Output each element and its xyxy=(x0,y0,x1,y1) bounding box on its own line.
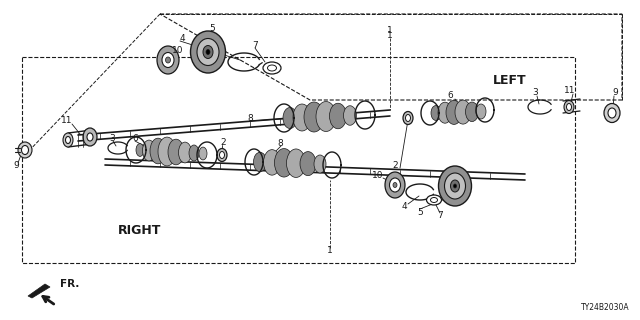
Ellipse shape xyxy=(300,152,316,176)
Ellipse shape xyxy=(263,62,281,74)
Ellipse shape xyxy=(166,57,170,63)
Ellipse shape xyxy=(220,151,225,158)
Ellipse shape xyxy=(189,145,199,161)
Text: 5: 5 xyxy=(209,23,215,33)
Polygon shape xyxy=(28,284,50,298)
Ellipse shape xyxy=(564,100,574,114)
Ellipse shape xyxy=(330,103,346,129)
Text: 6: 6 xyxy=(447,91,453,100)
Ellipse shape xyxy=(465,102,479,122)
Ellipse shape xyxy=(476,104,486,119)
Ellipse shape xyxy=(438,102,452,123)
Text: 8: 8 xyxy=(247,114,253,123)
Ellipse shape xyxy=(446,100,462,124)
Ellipse shape xyxy=(206,50,210,54)
Text: 7: 7 xyxy=(252,41,258,50)
Text: 4: 4 xyxy=(401,202,407,211)
Text: 4: 4 xyxy=(179,34,185,43)
Ellipse shape xyxy=(168,139,184,165)
Ellipse shape xyxy=(136,144,144,156)
Text: 1: 1 xyxy=(327,245,333,254)
Ellipse shape xyxy=(63,133,73,147)
Ellipse shape xyxy=(83,128,97,146)
Text: 2: 2 xyxy=(220,138,226,147)
Ellipse shape xyxy=(406,115,410,122)
Text: TY24B2030A: TY24B2030A xyxy=(581,303,630,312)
Text: 10: 10 xyxy=(372,171,384,180)
Ellipse shape xyxy=(87,133,93,141)
Text: 7: 7 xyxy=(437,211,443,220)
Ellipse shape xyxy=(150,138,166,164)
Ellipse shape xyxy=(264,150,280,175)
Ellipse shape xyxy=(390,178,401,192)
Ellipse shape xyxy=(275,148,294,177)
Text: 1: 1 xyxy=(387,26,393,35)
Text: LEFT: LEFT xyxy=(493,74,527,86)
Ellipse shape xyxy=(179,142,191,163)
Text: 1: 1 xyxy=(387,30,393,39)
Ellipse shape xyxy=(203,45,213,59)
Text: 9: 9 xyxy=(612,87,618,97)
Ellipse shape xyxy=(22,146,29,155)
Ellipse shape xyxy=(304,102,324,132)
Text: 3: 3 xyxy=(532,87,538,97)
Ellipse shape xyxy=(314,155,326,173)
Ellipse shape xyxy=(403,111,413,124)
Ellipse shape xyxy=(143,140,156,161)
Text: 2: 2 xyxy=(392,161,398,170)
Text: 5: 5 xyxy=(417,207,423,217)
Ellipse shape xyxy=(162,52,174,68)
Ellipse shape xyxy=(451,180,460,192)
Ellipse shape xyxy=(393,182,397,188)
Text: FR.: FR. xyxy=(60,279,79,289)
Ellipse shape xyxy=(268,65,276,71)
Ellipse shape xyxy=(566,103,572,110)
Ellipse shape xyxy=(217,148,227,162)
Text: RIGHT: RIGHT xyxy=(118,223,162,236)
Text: 10: 10 xyxy=(172,45,184,54)
Ellipse shape xyxy=(65,137,70,143)
Text: 11: 11 xyxy=(61,116,73,124)
Ellipse shape xyxy=(316,101,336,132)
Ellipse shape xyxy=(287,149,305,178)
Ellipse shape xyxy=(191,31,225,73)
Ellipse shape xyxy=(18,142,32,158)
Ellipse shape xyxy=(293,104,311,131)
Ellipse shape xyxy=(157,46,179,74)
Ellipse shape xyxy=(158,137,176,166)
Ellipse shape xyxy=(454,184,456,188)
Text: 9: 9 xyxy=(13,161,19,170)
Ellipse shape xyxy=(426,195,442,205)
Text: 3: 3 xyxy=(109,133,115,142)
Ellipse shape xyxy=(197,38,219,66)
Ellipse shape xyxy=(455,100,471,124)
Ellipse shape xyxy=(344,106,356,125)
Ellipse shape xyxy=(431,106,441,121)
Ellipse shape xyxy=(608,108,616,118)
Text: 11: 11 xyxy=(564,85,576,94)
Ellipse shape xyxy=(604,103,620,123)
Ellipse shape xyxy=(199,147,207,160)
Ellipse shape xyxy=(385,172,405,198)
Ellipse shape xyxy=(438,166,472,206)
Ellipse shape xyxy=(445,173,465,199)
Text: 8: 8 xyxy=(277,139,283,148)
Ellipse shape xyxy=(253,152,266,172)
Ellipse shape xyxy=(431,197,438,203)
Ellipse shape xyxy=(283,108,297,129)
Text: 6: 6 xyxy=(132,133,138,142)
